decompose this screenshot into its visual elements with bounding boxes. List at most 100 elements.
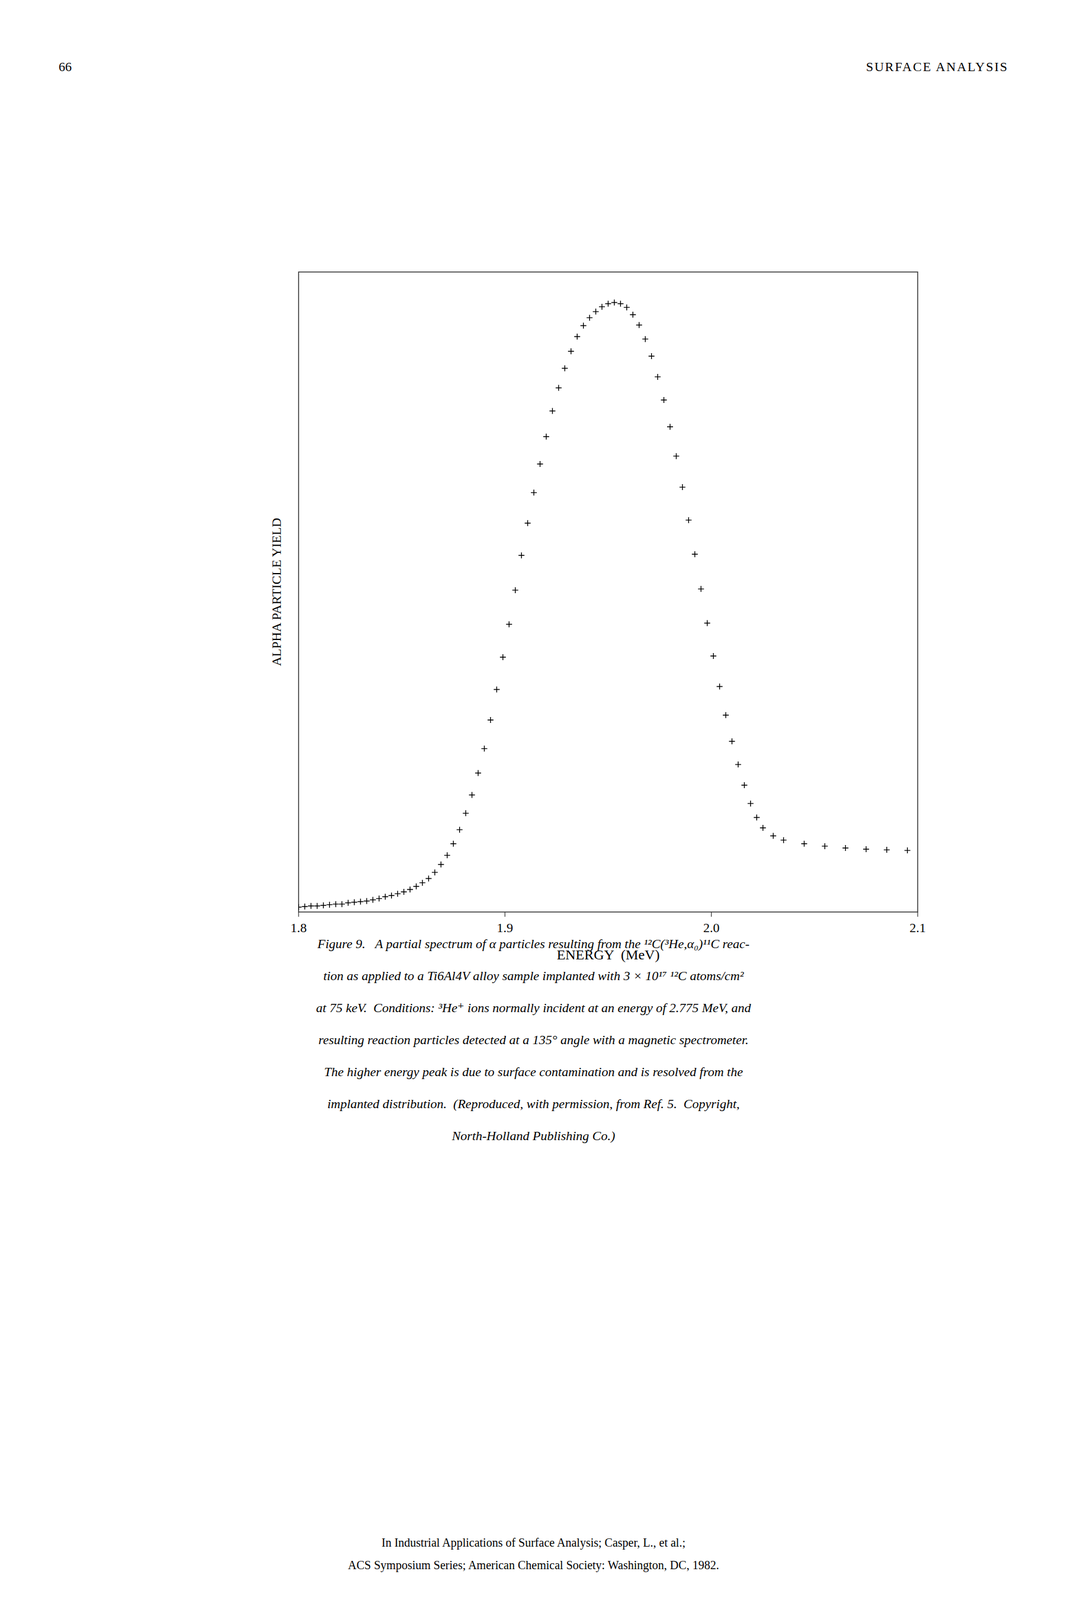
data-point [821, 843, 828, 849]
data-point [481, 745, 488, 752]
data-point [667, 423, 674, 430]
data-point [437, 861, 444, 868]
data-point [580, 322, 587, 329]
footer-line: In Industrial Applications of Surface An… [381, 1535, 686, 1550]
data-point [530, 489, 537, 496]
data-point [407, 886, 413, 893]
data-point [697, 585, 704, 592]
data-point [549, 408, 556, 415]
data-point [493, 686, 500, 693]
x-tick [504, 911, 506, 917]
x-tick [298, 911, 299, 917]
data-point [357, 898, 364, 905]
data-point [376, 895, 383, 902]
data-point [722, 712, 729, 719]
caption-line: Figure 9. A partial spectrum of α partic… [316, 936, 750, 951]
data-point [332, 901, 339, 908]
data-point [780, 837, 787, 844]
x-tick-label: 2.1 [909, 920, 926, 935]
data-point [629, 311, 636, 318]
data-point [729, 738, 736, 745]
data-point [617, 300, 624, 307]
data-point [543, 433, 550, 440]
data-point [500, 654, 506, 660]
data-point [320, 902, 327, 909]
data-point [623, 304, 630, 311]
caption-line: resulting reaction particles detected at… [318, 1032, 749, 1047]
data-point [512, 587, 519, 594]
data-point [568, 348, 575, 355]
data-point [351, 899, 358, 906]
chart: 66SURFACE ANALYSIS1.81.92.02.1ENERGY (Me… [0, 0, 1067, 1600]
page-header: SURFACE ANALYSIS [866, 59, 1009, 75]
data-point [298, 904, 302, 911]
data-point [313, 902, 320, 909]
data-point [431, 869, 438, 876]
data-point [648, 353, 655, 360]
data-point [842, 844, 849, 851]
data-point [770, 832, 777, 839]
x-tick-label: 2.0 [703, 920, 720, 935]
data-point [593, 308, 599, 315]
data-point [469, 792, 476, 799]
data-point [586, 314, 593, 321]
data-point [760, 824, 767, 831]
data-point [679, 484, 686, 490]
data-point [388, 892, 395, 899]
data-point [741, 782, 748, 788]
data-point [505, 621, 512, 628]
data-point [561, 365, 568, 372]
data-point [401, 888, 408, 895]
data-point [363, 897, 370, 904]
background [0, 0, 1067, 1600]
x-tick [710, 911, 712, 917]
data-point [345, 899, 352, 906]
data-point [904, 847, 911, 854]
data-point [394, 890, 401, 897]
data-point [382, 893, 389, 900]
data-point [800, 840, 807, 847]
data-point [654, 373, 661, 380]
data-point [456, 826, 463, 833]
data-point [518, 552, 525, 559]
data-point [863, 846, 870, 852]
x-tick-label: 1.8 [290, 920, 307, 935]
data-points [298, 299, 911, 910]
data-point [673, 453, 679, 460]
data-point [308, 902, 314, 909]
data-point [419, 879, 426, 886]
data-point [704, 619, 711, 626]
data-point [636, 321, 643, 328]
data-point [425, 875, 432, 881]
data-point [747, 800, 754, 807]
caption-line: implanted distribution. (Reproduced, wit… [327, 1096, 740, 1111]
data-point [642, 335, 649, 342]
data-point [301, 903, 308, 910]
plot-frame [298, 271, 918, 912]
data-point [524, 520, 531, 527]
data-point [735, 761, 742, 768]
data-point [691, 550, 698, 557]
data-point [574, 333, 581, 340]
data-point [369, 896, 376, 903]
caption-line: tion as applied to a Ti6Al4V alloy sampl… [323, 968, 745, 983]
caption-line: North-Holland Publishing Co.) [451, 1128, 616, 1143]
data-point [661, 396, 668, 403]
x-tick [917, 911, 918, 917]
data-point [475, 769, 482, 776]
data-point [338, 901, 345, 908]
data-point [537, 460, 544, 467]
footer-line: ACS Symposium Series; American Chemical … [347, 1558, 719, 1572]
caption-line: The higher energy peak is due to surface… [324, 1064, 743, 1079]
data-point [450, 840, 457, 847]
data-point [710, 652, 717, 659]
data-point [326, 901, 333, 908]
data-point [883, 846, 890, 853]
data-point [444, 851, 451, 858]
y-axis-label: ALPHA PARTICLE YIELD [268, 517, 284, 666]
caption-line: at 75 keV. Conditions: ³He⁺ ions normall… [316, 1000, 752, 1015]
page-number: 66 [58, 59, 72, 75]
data-point [487, 716, 494, 723]
data-point [598, 303, 605, 310]
data-point [611, 299, 618, 306]
